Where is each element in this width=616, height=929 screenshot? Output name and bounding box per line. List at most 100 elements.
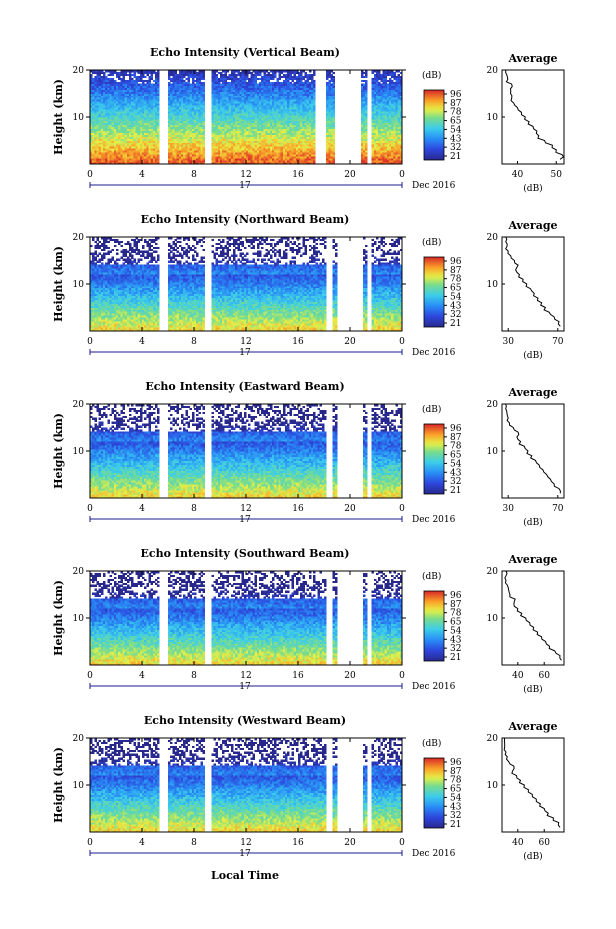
heatmap-cell xyxy=(224,87,227,90)
heatmap-cell xyxy=(96,101,99,104)
heatmap-cell xyxy=(185,160,188,163)
heatmap-cell xyxy=(226,152,229,155)
heatmap-cell xyxy=(129,93,132,96)
heatmap-cell xyxy=(213,124,216,128)
heatmap-cell xyxy=(373,122,377,126)
heatmap-cell xyxy=(113,124,117,128)
heatmap-cell xyxy=(146,89,149,92)
heatmap-cell xyxy=(276,120,279,124)
heatmap-cell xyxy=(230,120,234,124)
heatmap-cell xyxy=(291,91,294,94)
heatmap-cell xyxy=(399,136,403,139)
heatmap-cell xyxy=(395,156,398,159)
heatmap-cell xyxy=(399,150,403,153)
heatmap-cell xyxy=(256,126,260,130)
heatmap-cell xyxy=(272,87,275,90)
heatmap-cell xyxy=(246,113,249,116)
heatmap-cell xyxy=(105,124,108,128)
heatmap-cell xyxy=(269,150,273,153)
heatmap-cell xyxy=(129,109,132,112)
heatmap-cell xyxy=(233,79,236,83)
heatmap-cell xyxy=(98,91,102,94)
heatmap-cell xyxy=(113,154,117,157)
heatmap-cell xyxy=(98,144,102,147)
heatmap-cell xyxy=(235,162,238,165)
heatmap-cell xyxy=(237,130,240,133)
heatmap-cell xyxy=(298,115,301,118)
heatmap-cell xyxy=(178,93,182,96)
heatmap-cell xyxy=(90,158,93,161)
heatmap-cell xyxy=(276,142,279,145)
heatmap-cell xyxy=(120,101,123,104)
heatmap-cell xyxy=(109,150,112,153)
heatmap-cell xyxy=(261,109,264,112)
heatmap-cell xyxy=(265,146,268,149)
heatmap-cell xyxy=(391,93,394,96)
heatmap-cell xyxy=(122,117,125,120)
heatmap-cell xyxy=(365,85,368,88)
heatmap-cell xyxy=(293,93,297,96)
heatmap-cell xyxy=(254,162,258,165)
heatmap-cell xyxy=(116,136,119,139)
heatmap-cell xyxy=(272,101,275,104)
heatmap-cell xyxy=(378,146,381,149)
heatmap-cell xyxy=(96,140,99,143)
heatmap-cell xyxy=(139,148,143,151)
heatmap-cell xyxy=(239,118,242,122)
heatmap-cell xyxy=(107,99,110,102)
heatmap-cell xyxy=(155,152,158,155)
heatmap-cell xyxy=(233,122,236,126)
heatmap-cell xyxy=(263,134,266,137)
heatmap-cell xyxy=(256,142,260,145)
heatmap-cell xyxy=(213,138,216,141)
heatmap-cell xyxy=(200,162,203,165)
heatmap-cell xyxy=(328,144,331,147)
heatmap-cell xyxy=(261,142,264,145)
heatmap-cell xyxy=(230,95,234,98)
heatmap-cell xyxy=(174,117,177,120)
heatmap-cell xyxy=(373,154,377,157)
heatmap-cell xyxy=(126,162,130,165)
heatmap-cell xyxy=(152,128,156,132)
heatmap-cell xyxy=(137,99,141,102)
heatmap-cell xyxy=(389,136,392,139)
heatmap-cell xyxy=(311,105,314,108)
heatmap-cell xyxy=(148,93,151,96)
heatmap-cell xyxy=(196,144,199,147)
heatmap-cell xyxy=(183,154,186,157)
heatmap-cell xyxy=(124,156,128,159)
heatmap-cell xyxy=(393,160,396,163)
heatmap-cell xyxy=(276,83,279,86)
heatmap-cell xyxy=(246,162,249,165)
heatmap-cell xyxy=(395,122,398,126)
heatmap-cell xyxy=(380,83,383,86)
heatmap-cell xyxy=(278,152,281,155)
heatmap-cell xyxy=(237,160,240,163)
heatmap-cell xyxy=(135,132,138,135)
heatmap-cell xyxy=(226,91,229,94)
heatmap-cell xyxy=(282,87,286,90)
heatmap-cell xyxy=(118,81,121,85)
heatmap-cell xyxy=(287,91,290,94)
heatmap-cell xyxy=(246,107,249,110)
heatmap-cell xyxy=(393,134,396,137)
heatmap-cell xyxy=(137,113,141,116)
heatmap-cell xyxy=(215,101,219,104)
heatmap-cell xyxy=(282,113,286,116)
heatmap-cell xyxy=(224,152,227,155)
heatmap-cell xyxy=(150,160,154,163)
heatmap-cell xyxy=(135,81,138,85)
heatmap-cell xyxy=(100,83,104,86)
heatmap-cell xyxy=(191,87,195,90)
heatmap-cell xyxy=(113,109,117,112)
heatmap-cell xyxy=(378,150,381,153)
heatmap-cell xyxy=(246,95,249,98)
heatmap-cell xyxy=(96,138,99,141)
heatmap-cell xyxy=(256,101,260,104)
heatmap-cell xyxy=(391,150,394,153)
heatmap-cell xyxy=(228,97,232,100)
heatmap-cell xyxy=(282,134,286,137)
heatmap-cell xyxy=(313,113,316,116)
heatmap-cell xyxy=(276,109,279,112)
heatmap-cell xyxy=(287,134,290,137)
